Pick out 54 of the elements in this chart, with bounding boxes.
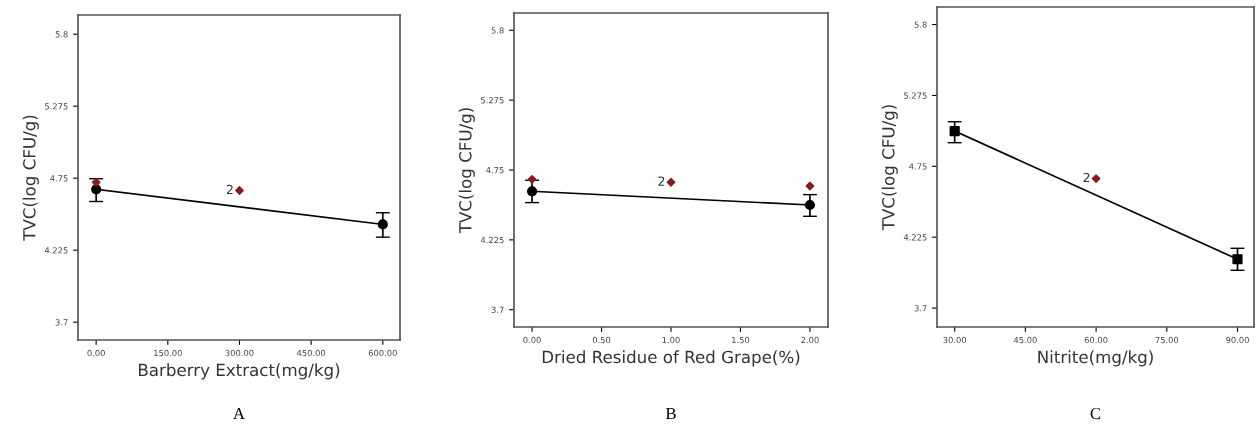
y-tick-label: 4.225 xyxy=(903,234,927,241)
x-tick-label: 30.00 xyxy=(943,336,967,344)
point xyxy=(235,186,244,195)
point xyxy=(804,199,816,211)
y-tick-label: 3.7 xyxy=(55,319,68,326)
point xyxy=(527,174,537,184)
y-tick-label: 4.75 xyxy=(486,167,504,174)
annotation: 2 xyxy=(658,176,665,186)
x-tick-label: 450.00 xyxy=(296,349,326,357)
y-tick-label: 4.225 xyxy=(480,236,504,244)
x-axis-title: Nitrite(mg/kg) xyxy=(1038,350,1153,367)
point xyxy=(1232,254,1243,265)
point xyxy=(805,181,815,191)
x-axis-title: Dried Residue of Red Grape(%) xyxy=(542,350,800,367)
text: A xyxy=(233,408,245,420)
text: B xyxy=(665,408,676,420)
x-tick-label: 0.00 xyxy=(523,336,541,344)
x-axis-title: Barberry Extract(mg/kg) xyxy=(139,363,340,380)
y-tick-label: 3.7 xyxy=(491,306,504,313)
x-tick-label: 300.00 xyxy=(225,349,254,357)
y-tick-label: 5.8 xyxy=(914,21,927,28)
x-tick-label: 75.00 xyxy=(1155,336,1179,344)
y-tick-label: 4.75 xyxy=(909,163,927,170)
y-tick-label: 5.275 xyxy=(45,103,68,110)
point xyxy=(91,184,102,195)
x-tick-label: 150.00 xyxy=(154,349,182,357)
point xyxy=(666,177,676,187)
y-tick-label: 5.8 xyxy=(55,31,68,38)
x-tick-label: 1.50 xyxy=(732,336,750,344)
x-tick-label: 0.50 xyxy=(592,336,611,344)
point xyxy=(1091,174,1101,183)
x-tick-label: 600.00 xyxy=(368,349,397,357)
x-tick-label: 2.00 xyxy=(801,336,819,344)
x-tick-label: 45.00 xyxy=(1013,336,1037,344)
point xyxy=(526,186,538,197)
y-tick-label: 5.8 xyxy=(491,27,504,34)
annotation: 2 xyxy=(226,184,233,194)
x-tick-label: 1.00 xyxy=(662,336,680,344)
text: C xyxy=(1090,407,1101,420)
x-tick-label: 60.00 xyxy=(1084,336,1108,344)
point xyxy=(91,177,101,187)
y-tick-label: 4.225 xyxy=(44,247,68,254)
x-tick-label: 90.00 xyxy=(1226,336,1249,344)
x-tick-label: 0.00 xyxy=(87,349,105,357)
point xyxy=(377,219,388,230)
y-tick-label: 5.275 xyxy=(481,97,504,104)
point xyxy=(949,125,960,137)
annotation: 2 xyxy=(1083,172,1090,183)
y-axis-title: TVC(log CFU/g) xyxy=(881,105,898,231)
y-axis-title: TVC(log CFU/g) xyxy=(22,115,39,241)
y-axis-title: TVC(log CFU/g) xyxy=(458,108,475,234)
y-tick-label: 5.275 xyxy=(904,92,927,99)
y-tick-label: 3.7 xyxy=(914,305,927,312)
y-tick-label: 4.75 xyxy=(50,175,68,182)
